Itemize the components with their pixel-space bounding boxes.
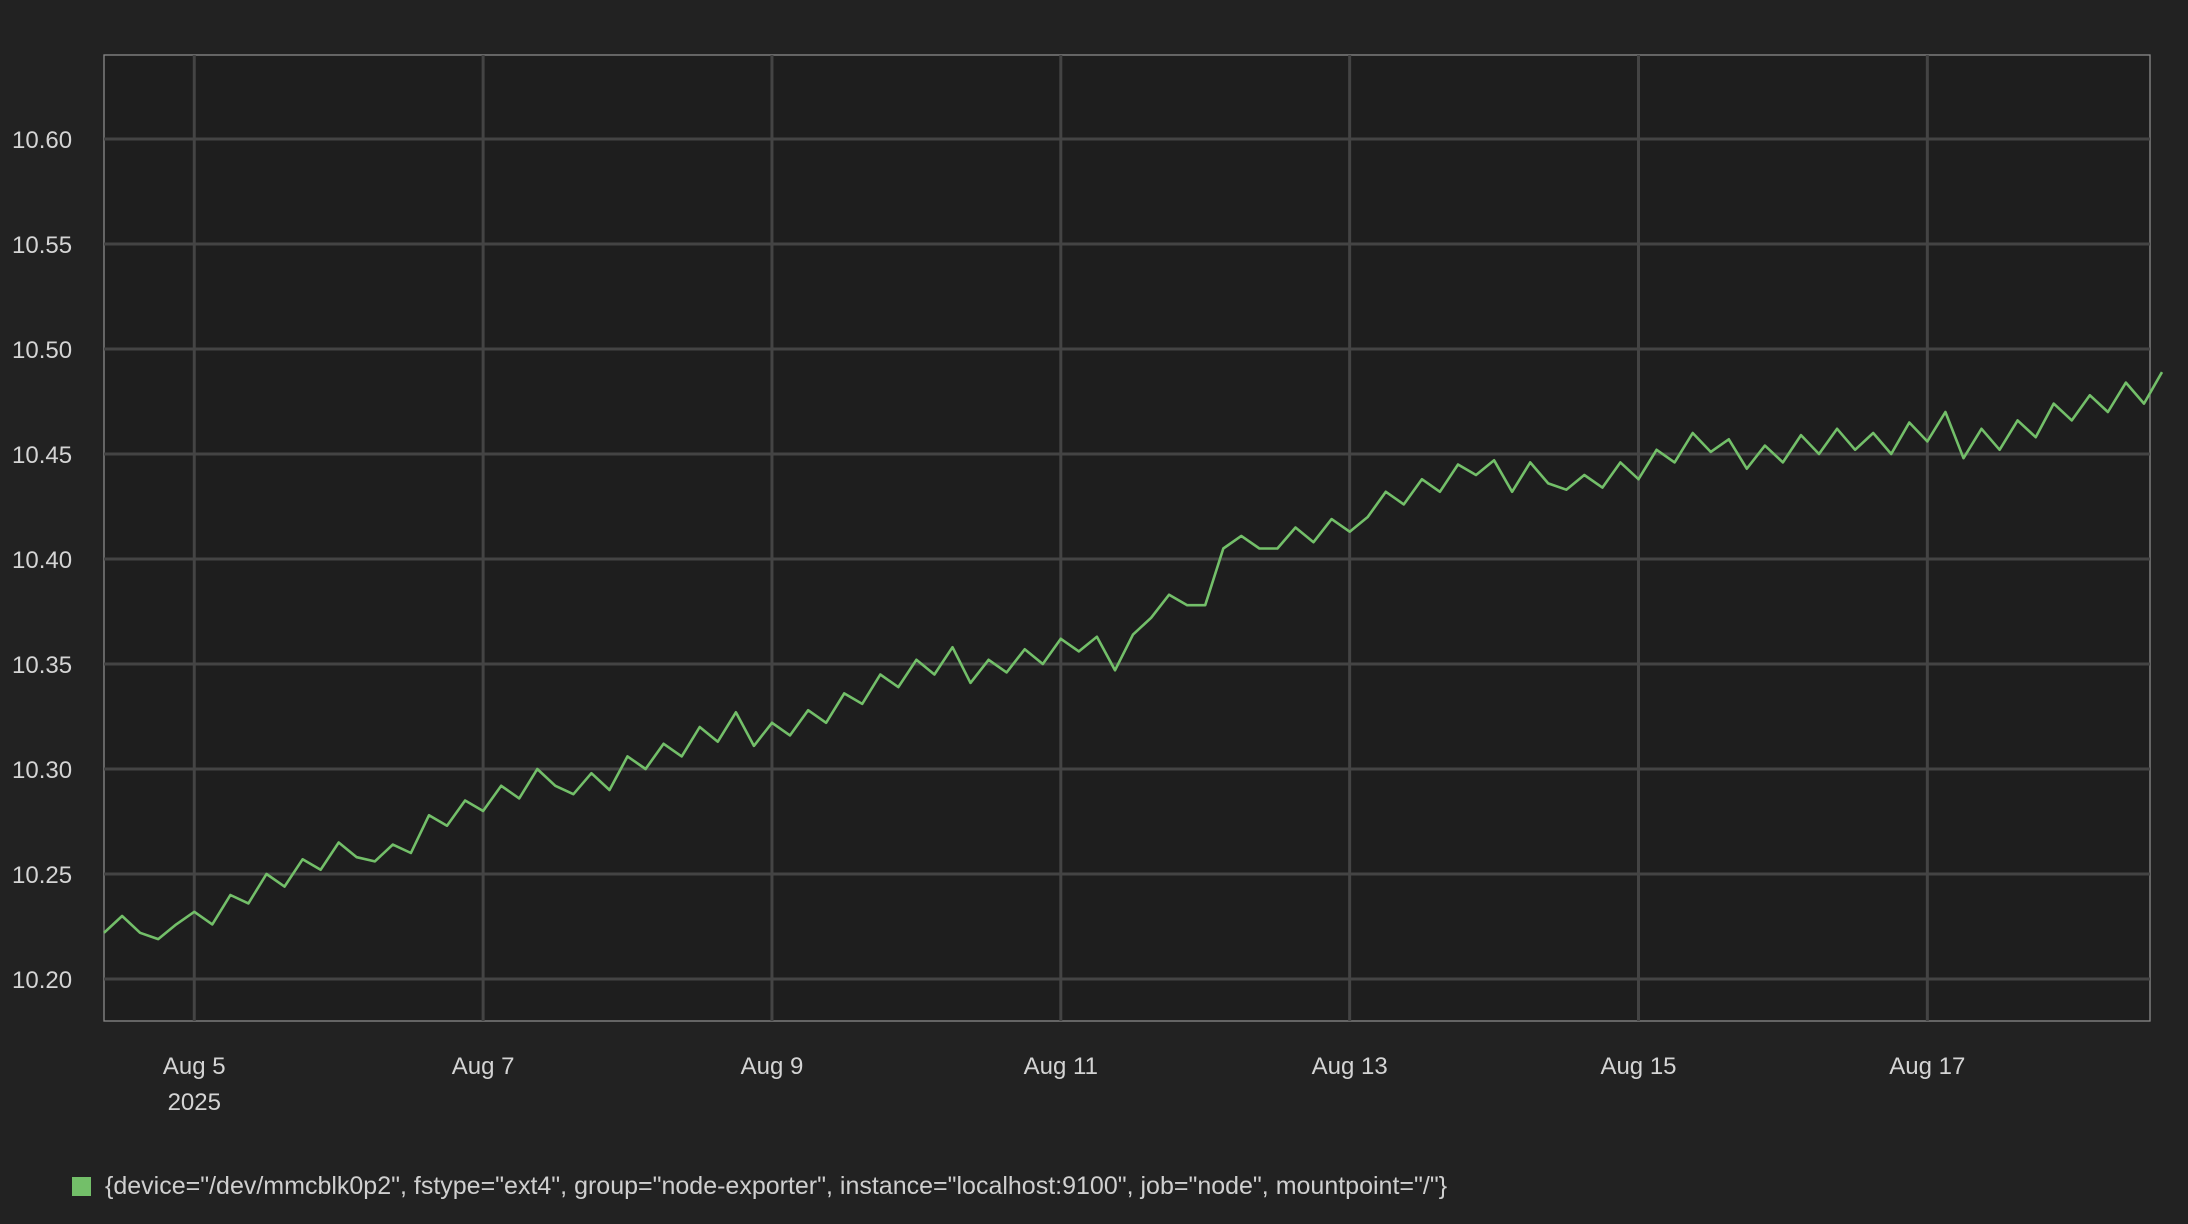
y-tick-label: 10.45 — [12, 442, 72, 469]
x-tick-label: Aug 15 — [1600, 1053, 1676, 1080]
x-gridlines — [192, 55, 1929, 1021]
y-tick-label: 10.40 — [12, 547, 72, 574]
y-tick-label: 10.35 — [12, 652, 72, 679]
y-tick-label: 10.55 — [12, 232, 72, 259]
plot-frame — [103, 54, 2151, 1022]
legend[interactable]: {device="/dev/mmcblk0p2", fstype="ext4",… — [72, 1172, 1447, 1201]
x-axis: Aug 5 2025 Aug 7 Aug 9 Aug 11 Aug 13 Aug 15 Aug… — [163, 1053, 1965, 1116]
x-tick-label: Aug 17 — [1889, 1053, 1965, 1080]
legend-label: {device="/dev/mmcblk0p2", fstype="ext4",… — [105, 1172, 1448, 1200]
x-tick-label: Aug 11 — [1024, 1053, 1098, 1080]
series-line-0[interactable] — [103, 371, 2164, 941]
y-tick-label: 10.30 — [12, 757, 72, 784]
series-layer — [103, 371, 2164, 941]
y-gridlines — [104, 137, 2150, 981]
x-tick-year-label: 2025 — [168, 1089, 221, 1116]
x-tick-label: Aug 9 — [741, 1053, 804, 1080]
legend-swatch — [72, 1177, 91, 1196]
y-tick-label: 10.20 — [12, 967, 72, 994]
y-axis: 10.20 10.25 10.30 10.35 10.40 10.45 10.50 10.55… — [12, 127, 72, 994]
x-tick-label: Aug 7 — [452, 1053, 515, 1080]
plot-area — [103, 54, 2151, 1022]
x-tick-label: Aug 5 — [163, 1053, 226, 1080]
x-tick-label: Aug 13 — [1312, 1053, 1388, 1080]
y-tick-label: 10.50 — [12, 337, 72, 364]
y-tick-label: 10.25 — [12, 862, 72, 889]
y-tick-label: 10.60 — [12, 127, 72, 154]
